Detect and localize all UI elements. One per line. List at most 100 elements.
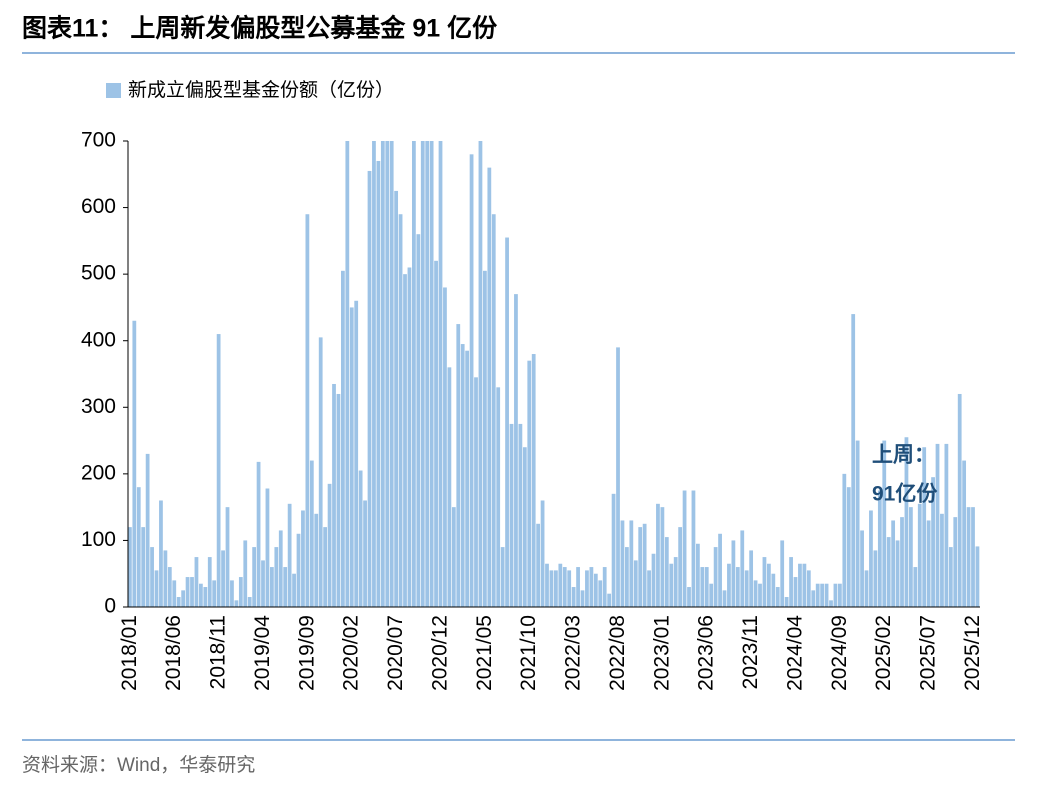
- x-tick-label: 2019/09: [295, 615, 318, 691]
- bar: [873, 550, 878, 607]
- bar: [838, 583, 842, 607]
- bar: [687, 587, 691, 607]
- bar: [136, 487, 141, 607]
- bar: [514, 294, 518, 607]
- bar: [971, 507, 975, 607]
- y-tick-label: 700: [81, 129, 116, 152]
- bar: [753, 580, 758, 607]
- bar: [527, 360, 532, 607]
- bar: [731, 540, 736, 607]
- x-tick-label: 2020/02: [340, 615, 363, 691]
- bar: [238, 577, 243, 607]
- bar: [562, 567, 567, 607]
- x-tick-label: 2020/12: [428, 615, 451, 691]
- bar: [660, 507, 665, 607]
- bar: [389, 141, 394, 607]
- bar: [948, 547, 953, 607]
- bar: [518, 423, 523, 607]
- bar: [181, 590, 186, 607]
- bar: [735, 567, 740, 607]
- bar: [767, 563, 771, 607]
- bar: [443, 287, 447, 607]
- bar: [877, 490, 882, 607]
- bar: [358, 470, 363, 607]
- bar: [545, 563, 549, 607]
- bar: [909, 507, 913, 607]
- bar: [558, 563, 563, 607]
- bar: [447, 367, 452, 607]
- bar: [385, 141, 390, 607]
- bar: [314, 513, 319, 607]
- x-tick-label: 2025/02: [872, 615, 895, 691]
- bar: [274, 547, 279, 607]
- bar: [869, 510, 873, 607]
- bar: [762, 557, 767, 607]
- x-tick-label: 2024/04: [783, 615, 806, 691]
- bar: [292, 573, 296, 607]
- bar: [247, 597, 252, 607]
- x-tick-label: 2024/09: [828, 615, 851, 691]
- annotation: 91亿份: [872, 482, 938, 506]
- bar: [620, 520, 625, 607]
- bar: [376, 160, 381, 607]
- bar: [487, 167, 492, 607]
- bar: [789, 557, 793, 607]
- bar: [682, 490, 687, 607]
- bar: [580, 590, 585, 607]
- bar: [931, 477, 935, 607]
- bar: [829, 600, 833, 607]
- bar: [159, 500, 163, 607]
- bar: [913, 567, 918, 607]
- y-tick-label: 400: [81, 328, 116, 351]
- bar: [891, 520, 896, 607]
- bar: [327, 483, 332, 607]
- bar: [651, 553, 656, 607]
- bar: [203, 587, 208, 607]
- source-note: 资料来源：Wind，华泰研究: [22, 754, 255, 776]
- bar: [531, 354, 536, 607]
- annotation: 上周：: [872, 444, 935, 467]
- bar: [429, 141, 434, 607]
- bar: [571, 587, 576, 607]
- chart-title: 图表11： 上周新发偏股型公募基金 91 亿份: [22, 14, 497, 43]
- bar: [780, 540, 785, 607]
- bar: [425, 141, 430, 607]
- bar: [336, 393, 341, 607]
- bar: [420, 141, 425, 607]
- bar: [718, 533, 722, 607]
- bar: [589, 567, 594, 607]
- bar: [940, 513, 944, 607]
- bar: [194, 557, 199, 607]
- bar: [141, 527, 146, 607]
- bar: [230, 580, 234, 607]
- bar: [128, 527, 132, 607]
- bar: [354, 300, 359, 607]
- bar: [664, 537, 669, 607]
- bar: [944, 443, 949, 607]
- bar: [132, 320, 137, 607]
- bar: [602, 567, 607, 607]
- bar: [616, 347, 620, 607]
- bar: [647, 570, 651, 607]
- bar: [727, 563, 731, 607]
- bar: [363, 500, 367, 607]
- bar: [864, 570, 869, 607]
- y-tick-label: 500: [81, 262, 116, 285]
- bar: [860, 530, 864, 607]
- bar: [833, 583, 838, 607]
- bar: [456, 324, 461, 607]
- bar: [216, 334, 221, 607]
- x-tick-label: 2023/11: [739, 615, 762, 689]
- bar: [509, 423, 514, 607]
- x-tick-label: 2023/01: [650, 615, 673, 691]
- bar: [252, 547, 257, 607]
- bar: [438, 141, 443, 607]
- x-tick-label: 2018/11: [207, 615, 230, 689]
- bar: [185, 577, 190, 607]
- bar: [221, 550, 225, 607]
- bar: [301, 510, 305, 607]
- bar: [691, 490, 696, 607]
- bar: [749, 550, 754, 607]
- bar: [673, 557, 678, 607]
